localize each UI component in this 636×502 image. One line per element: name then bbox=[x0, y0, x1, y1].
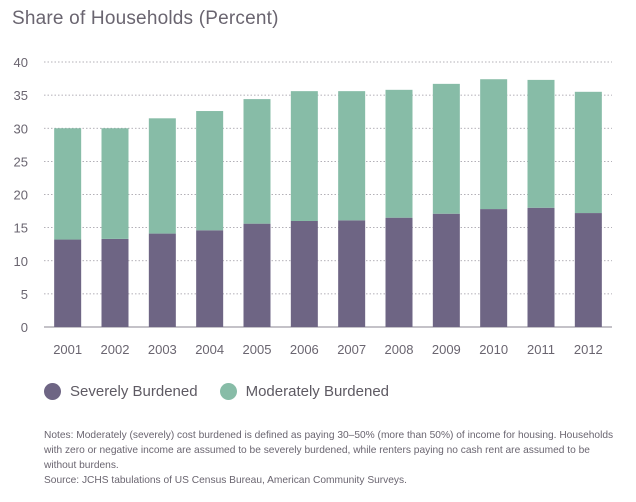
y-tick-label: 20 bbox=[14, 188, 28, 203]
legend-item-moderately: Moderately Burdened bbox=[219, 383, 390, 400]
legend: Severely Burdened Moderately Burdened bbox=[44, 383, 411, 400]
legend-label-severely: Severely Burdened bbox=[70, 383, 198, 400]
x-tick-label: 2011 bbox=[527, 342, 555, 357]
bar-severely-2008 bbox=[385, 217, 413, 327]
bar-severely-2007 bbox=[338, 220, 366, 327]
x-tick-label: 2007 bbox=[337, 342, 366, 357]
x-tick-label: 2003 bbox=[148, 342, 177, 357]
x-tick-label: 2004 bbox=[195, 342, 224, 357]
chart-title: Share of Households (Percent) bbox=[12, 8, 279, 29]
bar-severely-2010 bbox=[480, 209, 508, 327]
legend-swatch-severely bbox=[44, 383, 61, 400]
stacked-bar-chart: 0 5 10 15 20 25 30 35 40 2001 2002 2003 2004 2005 2006… bbox=[14, 55, 612, 357]
notes: Notes: Moderately (severely) cost burden… bbox=[44, 428, 619, 488]
y-tick-label: 40 bbox=[14, 55, 28, 70]
x-tick-label: 2012 bbox=[574, 342, 603, 357]
notes-text: Notes: Moderately (severely) cost burden… bbox=[44, 430, 614, 471]
bar-severely-2003 bbox=[148, 233, 176, 327]
bar-severely-2002 bbox=[101, 238, 129, 327]
bar-moderately-2005 bbox=[243, 99, 271, 224]
bar-moderately-2002 bbox=[101, 128, 129, 239]
bar-moderately-2003 bbox=[148, 118, 176, 234]
y-tick-label: 35 bbox=[14, 88, 28, 103]
bar-moderately-2010 bbox=[480, 79, 508, 210]
legend-swatch-moderately bbox=[219, 383, 237, 400]
x-tick-label: 2008 bbox=[385, 342, 414, 357]
bar-moderately-2012 bbox=[574, 91, 602, 214]
x-tick-label: 2010 bbox=[479, 342, 508, 357]
bar-severely-2011 bbox=[527, 207, 555, 327]
bar-moderately-2008 bbox=[385, 89, 413, 218]
x-tick-label: 2001 bbox=[53, 342, 82, 357]
x-tick-label: 2009 bbox=[432, 342, 461, 357]
legend-label-moderately: Moderately Burdened bbox=[245, 383, 390, 400]
notes-source: Source: JCHS tabulations of US Census Bu… bbox=[44, 475, 407, 486]
y-tick-label: 0 bbox=[21, 320, 28, 335]
y-tick-label: 30 bbox=[14, 121, 28, 136]
bar-severely-2004 bbox=[196, 230, 224, 327]
bar-severely-2001 bbox=[54, 239, 82, 327]
bar-severely-2005 bbox=[243, 223, 271, 327]
x-tick-label: 2005 bbox=[243, 342, 272, 357]
y-tick-label: 10 bbox=[14, 254, 28, 269]
x-tick-label: 2002 bbox=[101, 342, 130, 357]
bar-moderately-2007 bbox=[338, 91, 366, 221]
legend-item-severely: Severely Burdened bbox=[44, 383, 198, 400]
y-tick-label: 5 bbox=[21, 287, 28, 302]
y-tick-label: 15 bbox=[14, 221, 28, 236]
x-tick-label: 2006 bbox=[290, 342, 319, 357]
bar-moderately-2009 bbox=[432, 83, 460, 214]
bar-moderately-2004 bbox=[196, 111, 224, 231]
y-tick-label: 25 bbox=[14, 154, 28, 169]
bar-severely-2009 bbox=[432, 213, 460, 327]
bar-moderately-2006 bbox=[290, 91, 318, 222]
bar-moderately-2001 bbox=[54, 128, 82, 240]
bar-severely-2006 bbox=[290, 221, 318, 327]
bar-severely-2012 bbox=[574, 213, 602, 327]
bar-moderately-2011 bbox=[527, 79, 555, 208]
